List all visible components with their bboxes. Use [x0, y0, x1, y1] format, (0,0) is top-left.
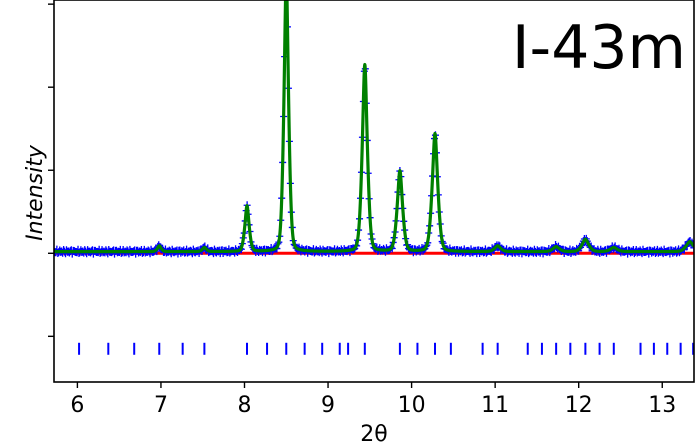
- x-tick-label: 8: [237, 393, 251, 418]
- x-tick-label: 6: [70, 393, 84, 418]
- x-tick-label: 12: [565, 393, 593, 418]
- y-ticks-group: [48, 3, 54, 338]
- calculated-curve: [54, 0, 694, 254]
- x-tick-label: 7: [154, 393, 168, 418]
- x-tick-label: 11: [481, 393, 509, 418]
- plot-frame: [53, 0, 695, 383]
- x-tick-label: 13: [648, 393, 676, 418]
- x-ticks-group: 6 7 8 9 10 11 12 13: [70, 382, 676, 418]
- space-group-annotation: I-43m: [512, 13, 686, 83]
- y-axis-title: Intensity: [23, 144, 48, 241]
- x-tick-label: 10: [398, 393, 426, 418]
- calculated-curve-group: [54, 0, 694, 254]
- reflection-ticks-group: [78, 342, 695, 355]
- x-tick-label: 9: [321, 393, 335, 418]
- x-axis-title: 2θ: [360, 422, 387, 444]
